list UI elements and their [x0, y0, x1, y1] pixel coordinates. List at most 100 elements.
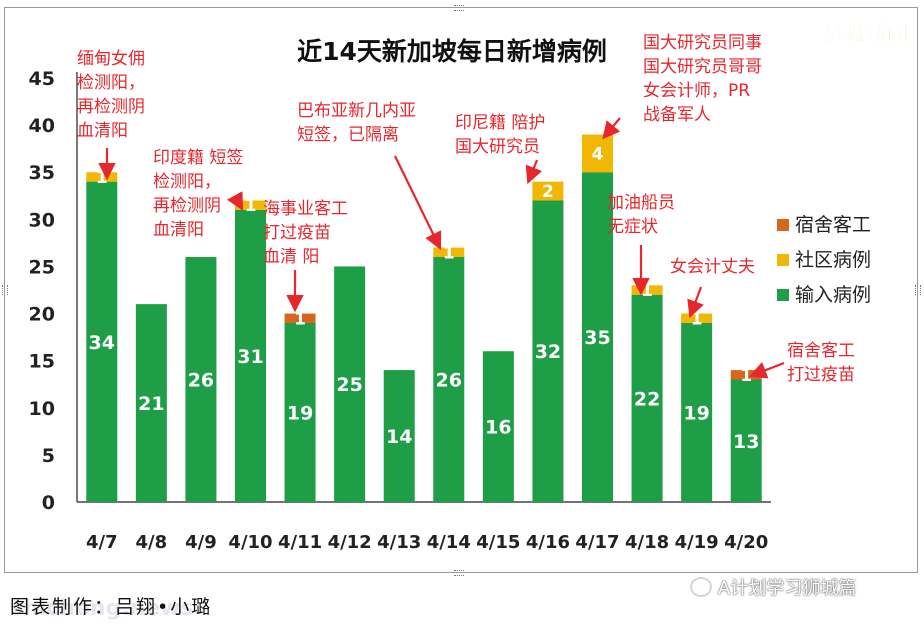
annotation-arrow — [525, 159, 543, 185]
left-resize-handle[interactable] — [2, 285, 8, 295]
x-tick-label: 4/20 — [724, 532, 768, 553]
x-tick-label: 4/7 — [86, 532, 118, 553]
annotation-text: 检测阳， — [153, 172, 221, 192]
annotation-arrow — [602, 117, 621, 140]
chart: 近14天新加坡每日新增病例 狮城新闻 0 5 10 15 20 25 30 35 40 45 34 1 4/… — [29, 21, 909, 553]
y-tick-label: 30 — [29, 209, 55, 231]
legend-swatch — [777, 219, 789, 231]
y-tick-label: 25 — [29, 256, 55, 278]
annotation-text: 缅甸女佣 — [77, 49, 145, 69]
legend-label: 宿舍客工 — [795, 214, 871, 236]
brand-badge: A计划学习狮城篇 — [690, 574, 856, 600]
right-resize-handle[interactable] — [915, 285, 921, 295]
annotation-text: 无症状 — [607, 217, 658, 237]
top-resize-handle[interactable] — [454, 5, 464, 11]
annotation-text: 打过疫苗 — [787, 365, 855, 385]
bar-segment — [284, 322, 316, 502]
legend-label: 社区病例 — [795, 249, 871, 271]
bar-value-label: 1 — [740, 366, 752, 386]
chat-bubble-icon — [690, 577, 712, 597]
bar-segment — [532, 181, 564, 201]
x-tick-label: 4/14 — [427, 532, 471, 553]
annotation-text: 国大研究员 — [455, 137, 540, 157]
annotation-text: 国大研究员同事 — [643, 33, 762, 53]
bar-segment — [482, 351, 514, 502]
x-tick-label: 4/12 — [328, 532, 372, 553]
bar-segment — [383, 370, 415, 502]
bar-value-label: 22 — [634, 388, 660, 410]
annotation-text: 打过疫苗 — [263, 223, 331, 243]
annotation-text: 血清 阳 — [263, 247, 319, 267]
bar-value-label: 1 — [294, 309, 306, 329]
y-tick-label: 5 — [42, 445, 55, 467]
bar-value-label: 2 — [542, 182, 554, 202]
y-tick-label: 40 — [29, 115, 55, 137]
annotation-text: 加油船员 — [607, 193, 675, 213]
x-tick-label: 4/9 — [185, 532, 217, 553]
bar-segment — [681, 322, 713, 502]
x-tick-label: 4/8 — [136, 532, 168, 553]
bar-segment — [433, 257, 465, 502]
bar-segment — [185, 257, 217, 502]
x-tick-label: 4/19 — [675, 532, 719, 553]
watermark-top: 狮城新闻 — [824, 21, 908, 45]
bar-value-label: 26 — [188, 370, 214, 392]
x-tick-label: 4/11 — [278, 532, 322, 553]
annotation-text: 宿舍客工 — [787, 341, 855, 361]
bar-value-label: 25 — [336, 374, 362, 396]
bar-value-label: 16 — [485, 417, 511, 439]
bar-segment — [334, 266, 366, 502]
bar-value-label: 1 — [245, 196, 257, 216]
annotation-text: 再检测阴 — [153, 196, 221, 216]
chart-frame: 近14天新加坡每日新增病例 狮城新闻 0 5 10 15 20 25 30 35 40 45 34 1 4/… — [4, 7, 918, 573]
annotation-text: 再检测阴 — [77, 97, 145, 117]
x-tick-label: 4/18 — [625, 532, 669, 553]
annotation-text: 血清阳 — [77, 121, 128, 141]
x-tick-label: 4/13 — [377, 532, 421, 553]
y-tick-label: 10 — [29, 398, 55, 420]
annotation-arrow — [226, 191, 244, 211]
bar-value-label: 19 — [287, 402, 313, 424]
bar-segment — [235, 200, 266, 210]
bottom-resize-handle[interactable] — [454, 570, 464, 576]
bar-value-label: 21 — [138, 393, 164, 415]
y-tick-label: 35 — [29, 162, 55, 184]
brand-name: A计划学习狮城篇 — [718, 578, 857, 599]
bar-segment — [532, 200, 564, 502]
legend-swatch — [777, 254, 789, 266]
bar-segment — [433, 247, 465, 258]
legend-swatch — [777, 289, 789, 301]
y-tick-label: 20 — [29, 304, 55, 326]
bar-segment — [730, 379, 762, 502]
bar-segment — [730, 370, 762, 380]
bar-value-label: 1 — [641, 281, 653, 301]
annotation-arrow — [748, 361, 785, 379]
bar-value-label: 19 — [683, 402, 709, 424]
x-tick-label: 4/10 — [228, 532, 272, 553]
bar-segment — [86, 181, 118, 502]
bar-segment — [582, 172, 613, 502]
bar-segment — [681, 313, 713, 323]
bar-value-label: 1 — [443, 243, 455, 263]
bar-value-label: 26 — [436, 370, 462, 392]
x-tick-label: 4/16 — [526, 532, 570, 553]
caption: 图表制作：吕翔•小璐 — [10, 596, 213, 618]
bar-segment — [284, 313, 316, 323]
bar-segment — [582, 134, 613, 173]
bar-segment — [235, 209, 266, 502]
bar-value-label: 32 — [535, 341, 561, 363]
annotation-text: 海事业客工 — [263, 199, 348, 219]
legend-label: 输入病例 — [795, 284, 871, 306]
bar-segment — [631, 294, 663, 502]
chart-title: 近14天新加坡每日新增病例 — [297, 37, 607, 66]
annotation-text: 女会计丈夫 — [670, 257, 755, 277]
annotation-text: 国大研究员哥哥 — [643, 57, 762, 77]
bar-segment — [135, 304, 167, 502]
annotation-text: 检测阳， — [77, 73, 145, 93]
annotation-text: 印度籍 短签 — [153, 148, 243, 168]
annotation-text: 战备军人 — [643, 105, 711, 125]
y-tick-label: 45 — [29, 68, 55, 90]
bar-value-label: 13 — [733, 431, 759, 453]
y-tick-label: 15 — [29, 351, 55, 373]
bar-value-label: 1 — [691, 309, 703, 329]
